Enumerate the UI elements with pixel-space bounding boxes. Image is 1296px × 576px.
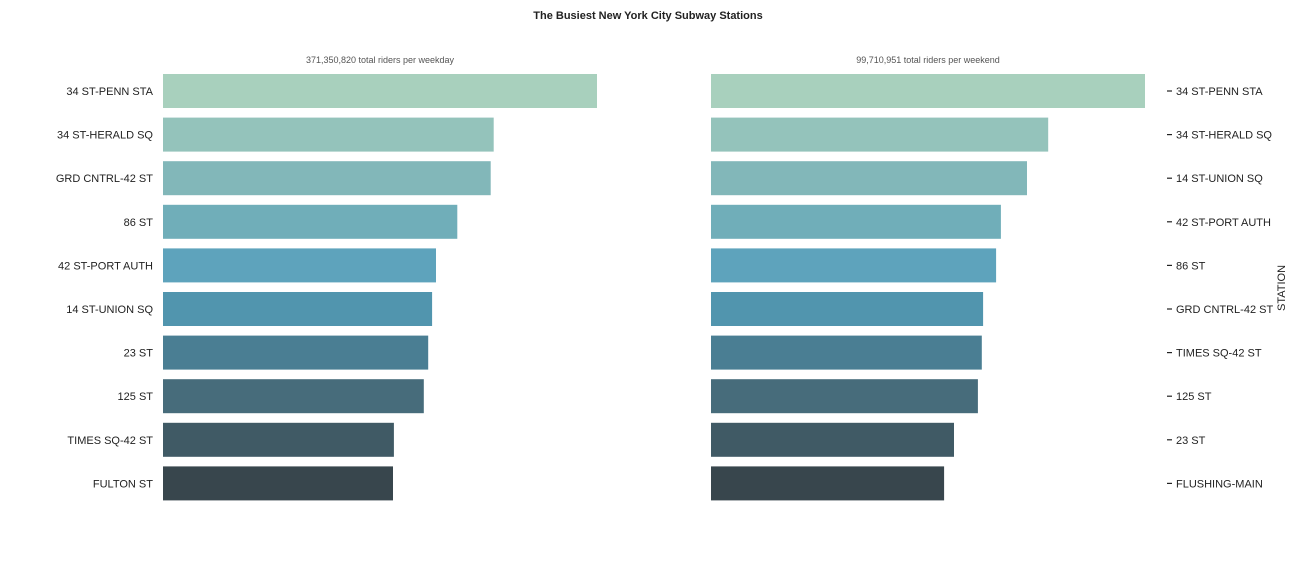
weekend-tick-label-8: 125 ST	[1176, 391, 1212, 403]
weekday-bar-2	[163, 117, 494, 152]
weekend-tick-label-3: 14 ST-UNION SQ	[1176, 173, 1263, 185]
weekday-subtitle: 371,350,820 total riders per weekday	[306, 55, 455, 65]
weekend-panel: 99,710,951 total riders per weekend STAT…	[711, 55, 1288, 501]
weekend-bar-7	[711, 335, 982, 370]
weekday-bar-3	[163, 161, 491, 196]
weekend-tick-label-10: FLUSHING-MAIN	[1176, 478, 1263, 490]
weekday-bar-7	[163, 335, 429, 370]
weekday-bar-6	[163, 292, 433, 326]
weekend-tick-label-7: TIMES SQ-42 ST	[1176, 348, 1262, 360]
chart-title: The Busiest New York City Subway Station…	[533, 10, 763, 22]
weekend-tick-label-4: 42 ST-PORT AUTH	[1176, 217, 1271, 229]
weekend-bar-5	[711, 248, 997, 283]
weekend-bar-9	[711, 422, 954, 457]
weekend-bar-6	[711, 292, 984, 326]
weekday-tick-label-5: 42 ST-PORT AUTH	[58, 260, 153, 272]
weekend-bar-10	[711, 466, 945, 501]
weekend-bar-8	[711, 379, 978, 414]
weekend-bar-4	[711, 204, 1001, 239]
weekday-bar-1	[163, 74, 597, 108]
weekday-tick-label-8: 125 ST	[118, 391, 154, 403]
weekend-bar-3	[711, 161, 1027, 196]
weekday-bar-10	[163, 466, 393, 501]
weekday-bar-4	[163, 204, 458, 239]
weekday-bar-5	[163, 248, 436, 283]
weekend-ylabel: STATION	[1276, 265, 1288, 311]
weekday-tick-label-7: 23 ST	[124, 348, 154, 360]
weekend-subtitle: 99,710,951 total riders per weekend	[856, 55, 1000, 65]
weekend-bar-2	[711, 117, 1049, 152]
weekday-tick-label-1: 34 ST-PENN STA	[66, 86, 153, 98]
weekday-tick-label-10: FULTON ST	[93, 478, 153, 490]
weekday-tick-label-2: 34 ST-HERALD SQ	[57, 130, 153, 142]
weekday-panel: 371,350,820 total riders per weekday 34 …	[56, 55, 597, 501]
weekday-tick-label-3: GRD CNTRL-42 ST	[56, 173, 153, 185]
weekend-tick-label-5: 86 ST	[1176, 260, 1206, 272]
weekday-tick-label-6: 14 ST-UNION SQ	[66, 304, 153, 316]
weekday-bar-8	[163, 379, 424, 414]
weekday-tick-label-4: 86 ST	[124, 217, 154, 229]
weekend-tick-label-9: 23 ST	[1176, 435, 1206, 447]
weekday-tick-label-9: TIMES SQ-42 ST	[67, 435, 153, 447]
weekend-tick-label-6: GRD CNTRL-42 ST	[1176, 304, 1273, 316]
weekend-tick-label-2: 34 ST-HERALD SQ	[1176, 130, 1272, 142]
weekend-bar-1	[711, 74, 1145, 108]
weekend-tick-label-1: 34 ST-PENN STA	[1176, 86, 1263, 98]
weekday-bar-9	[163, 422, 394, 457]
